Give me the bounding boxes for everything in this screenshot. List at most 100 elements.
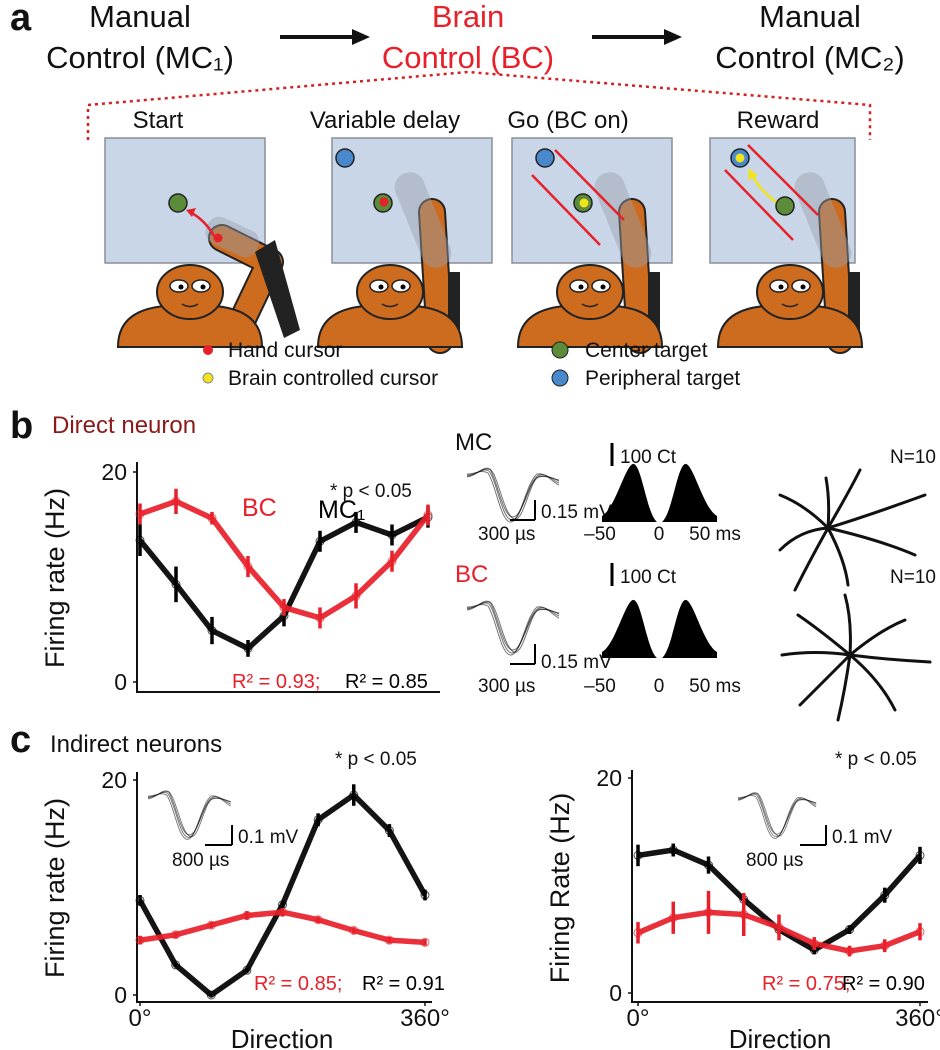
lag-label: –50 [584,676,616,697]
data-point [384,826,394,836]
data-point [845,925,854,935]
phase-label: Go (BC on) [507,107,628,134]
x-tick-label: 0° [129,1005,152,1032]
legend-label: Hand cursor [228,339,342,362]
y-axis-label: Firing Rate (Hz) [545,793,575,984]
data-point [420,937,430,947]
scale-label: 0.1 mV [832,827,893,848]
stage-text: Control (MC₂) [715,40,904,75]
scale-label: 0.1 mV [238,827,299,848]
lag-label: 50 ms [689,676,741,697]
legend-dot [551,341,569,359]
data-point [349,926,359,935]
axes [136,462,440,693]
panel-label: b [10,405,33,447]
data-point [206,990,216,1000]
axes [631,770,928,1003]
y-tick-label: 0 [114,982,127,1008]
data-point [423,510,433,520]
panel-label: c [10,719,31,761]
legend-label: Brain controlled cursor [228,367,438,390]
data-point [315,536,325,546]
legend-dot [203,345,213,355]
scale-label: 0.15 mV [541,652,612,673]
y-tick-label: 0 [609,980,622,1006]
stage-text: Control (MC₁) [46,40,234,75]
annotation: * p < 0.05 [330,481,412,502]
row-label: BC [455,561,488,588]
stage-text: Brain [432,0,504,34]
fit-label: R² = 0.91 [362,973,445,995]
data-point [915,850,925,860]
scale-label: 0.15 mV [541,502,612,523]
data-point [845,946,854,956]
trajectories [780,593,932,722]
data-point [278,907,287,917]
data-point [171,960,181,970]
lag-label: 0 [654,676,665,697]
legend-dot [202,372,214,384]
panel-title: Indirect neurons [50,731,222,758]
data-point [171,496,181,506]
data-point [207,513,217,523]
lag-label: 0 [654,524,665,545]
data-point [351,591,361,601]
stage-text: Control (BC) [382,40,554,75]
x-axis-label: Direction [729,1024,832,1050]
data-point [171,579,181,589]
annotation: * p < 0.05 [835,749,917,770]
series-label: MC₁ [318,496,365,524]
data-point [243,643,253,653]
data-point [349,790,359,800]
zoom-bracket [86,70,872,140]
data-point [774,922,784,932]
stage-text: Manual [89,0,191,34]
legend: Hand cursor Brain controlled cursor Cent… [202,339,740,390]
data-point [135,509,145,519]
count-label: N=10 [890,567,936,588]
task-scenes [104,137,862,347]
panel-title: Direct neuron [52,412,196,439]
x-tick-label: 0° [627,1005,650,1032]
data-point [242,910,252,920]
y-tick-label: 0 [114,669,127,695]
x-tick-label: 360° [895,1005,940,1032]
data-point [704,907,713,917]
data-point [387,556,397,566]
scale-label: 100 Ct [620,447,677,468]
legend-label: Peripheral target [585,367,740,390]
fit-label: R² = 0.75; [762,973,850,995]
fit-label: R² = 0.85; [254,973,342,995]
data-point [880,941,890,951]
count-label: N=10 [890,447,936,468]
stage-arrows [280,29,682,45]
data-point [207,626,217,636]
phase-label: Variable delay [310,107,460,134]
legend-dot [551,369,569,387]
fit-label: R² = 0.85 [345,671,428,693]
annotation: * p < 0.05 [335,749,417,770]
y-tick-label: 20 [101,459,127,485]
inset: 0.1 mV 800 µs 0.1 mV 800 µs [147,790,893,871]
data-point [668,913,678,923]
scale-label: 800 µs [746,850,803,871]
legend-label: Center target [585,339,708,362]
data-point [384,935,394,945]
data-point [206,920,216,930]
trajectories [778,468,927,592]
axes [136,772,432,1003]
data-point [242,965,252,975]
scale-label: 300 µs [478,524,535,545]
scale-label: 800 µs [172,850,229,871]
phase-label: Reward [737,107,820,134]
data-point [351,517,361,527]
data-point [135,535,145,545]
data-point [135,895,145,905]
data-point [313,815,323,825]
data-point [135,935,145,945]
phase-label: Start [133,107,184,134]
data-point [668,845,678,855]
data-point [809,939,819,949]
data-point [315,613,325,623]
